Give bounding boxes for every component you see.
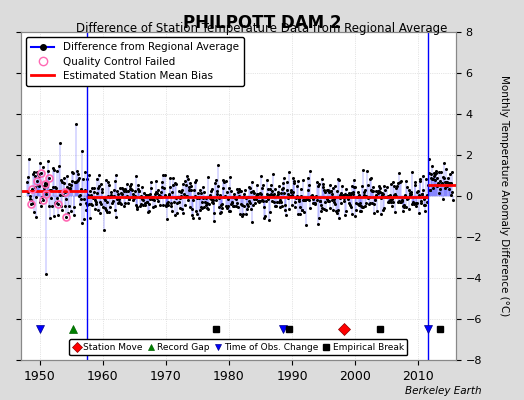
Text: Difference of Station Temperature Data from Regional Average: Difference of Station Temperature Data f…	[77, 22, 447, 35]
Legend: Station Move, Record Gap, Time of Obs. Change, Empirical Break: Station Move, Record Gap, Time of Obs. C…	[69, 339, 408, 356]
Y-axis label: Monthly Temperature Anomaly Difference (°C): Monthly Temperature Anomaly Difference (…	[499, 75, 509, 317]
Text: PHILPOTT DAM 2: PHILPOTT DAM 2	[183, 14, 341, 32]
Text: Berkeley Earth: Berkeley Earth	[406, 386, 482, 396]
